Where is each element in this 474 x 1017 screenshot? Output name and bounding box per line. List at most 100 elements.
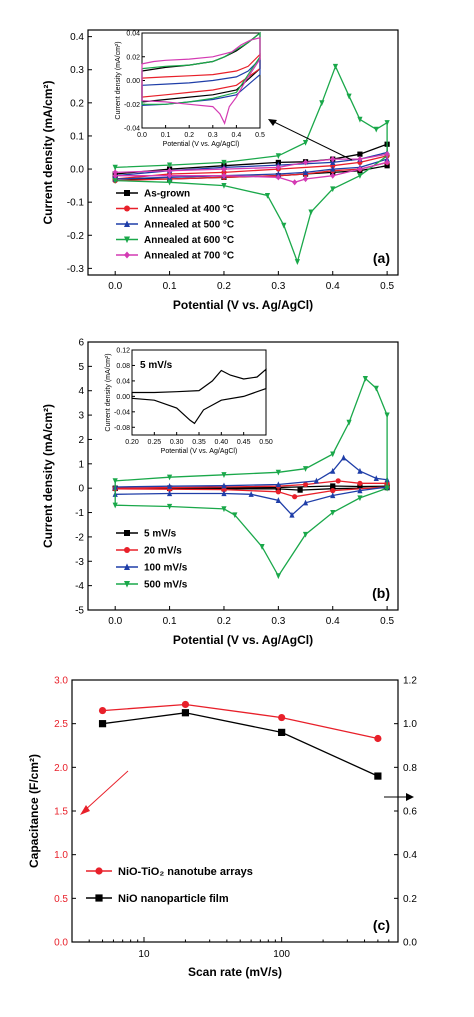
- cv-curve: [114, 143, 388, 180]
- data-point: [346, 419, 352, 426]
- data-point: [308, 209, 314, 216]
- legend-marker: [95, 894, 103, 902]
- data-point: [373, 475, 379, 482]
- data-point: [278, 713, 286, 722]
- y-right-tick-label: 1.0: [403, 719, 417, 730]
- data-point: [384, 412, 390, 419]
- legend-marker: [124, 205, 130, 212]
- data-point: [221, 472, 227, 478]
- y-axis-label: Capacitance (F/cm²): [27, 754, 41, 868]
- data-point: [332, 63, 339, 70]
- data-point: [112, 178, 118, 184]
- data-point: [275, 486, 281, 492]
- data-point: [373, 126, 379, 133]
- inset-y-label: Current density (mA/cm²): [115, 41, 122, 119]
- data-point: [302, 159, 309, 166]
- data-point: [221, 183, 227, 189]
- legend-marker: [124, 581, 130, 588]
- legend-entry: Annealed at 600 °C: [144, 235, 234, 246]
- panel-label: (b): [372, 585, 390, 601]
- plot-frame: [87, 341, 399, 611]
- data-point: [330, 509, 336, 516]
- data-point: [275, 164, 281, 171]
- inset-y-tick-label: -0.04: [124, 126, 140, 133]
- x-tick-label: 0.5: [380, 281, 394, 292]
- legend: NiO-TiO₂ nanotube arrays NiO nanoparticle…: [86, 866, 253, 905]
- inset-label: 5 mV/s: [140, 360, 173, 371]
- y-tick-label: 4: [78, 386, 84, 397]
- inset-x-tick-label: 0.30: [170, 439, 184, 446]
- x-tick-label: 0.1: [163, 616, 177, 627]
- data-point: [275, 174, 281, 181]
- inset-x-label: Potential (V vs. Ag/AgCl): [163, 141, 240, 148]
- y-tick-label: 0.3: [70, 65, 84, 76]
- inset-y-tick-label: 0.04: [126, 31, 140, 38]
- inset-curve: [141, 31, 261, 105]
- inset-x-tick-label: 0.45: [237, 439, 251, 446]
- data-point: [302, 169, 309, 175]
- data-point: [166, 474, 173, 481]
- data-point: [112, 169, 118, 176]
- chart-panel-1: 0.0 0.1 0.2 0.3 0.4 0.5-0.3-0.2-0.10.00.10.20…: [41, 29, 399, 312]
- y-right-tick-label: 0.8: [403, 763, 417, 774]
- data-point: [357, 467, 363, 474]
- data-point: [362, 375, 368, 382]
- plot-frame: [87, 29, 399, 276]
- inset-x-tick-label: 0.5: [255, 132, 265, 139]
- data-point: [357, 483, 363, 490]
- data-point: [275, 497, 281, 503]
- y-tick-label: 2: [78, 435, 84, 446]
- panel-label: (c): [373, 917, 390, 933]
- legend: 5 mV/s 20 mV/s 100 mV/s 500 mV/s: [116, 529, 188, 591]
- data-point: [330, 483, 336, 489]
- data-point: [278, 728, 286, 736]
- y-tick-label: 1: [78, 459, 84, 470]
- x-tick-label: 0.4: [326, 281, 340, 292]
- legend-entry: Annealed at 500 °C: [144, 220, 234, 231]
- y-tick-label: -2: [75, 532, 84, 543]
- inset-x-tick-label: 0.1: [161, 132, 171, 139]
- data-point: [384, 163, 390, 169]
- arrow-shaft: [83, 770, 129, 812]
- data-point: [319, 100, 325, 107]
- inset-plot: 0.20 0.25 0.30 0.35 0.40 0.45 0.50 -0.08 -0.04 0.…: [105, 348, 273, 456]
- arrow-head: [406, 793, 414, 801]
- data-point: [373, 385, 379, 392]
- x-tick-label: 100: [273, 949, 290, 960]
- inset-curve: [131, 367, 267, 425]
- data-point: [302, 481, 309, 488]
- y-right-tick-label: 0.2: [403, 894, 417, 905]
- data-point: [302, 531, 309, 538]
- arrow-head: [268, 119, 277, 126]
- inset-y-tick-label: 0.00: [116, 394, 130, 401]
- inset-y-label: Current density (mA/cm²): [105, 353, 112, 431]
- inset-y-tick-label: 0.02: [126, 54, 140, 61]
- data-point: [221, 165, 227, 173]
- data-point: [357, 165, 363, 173]
- data-point: [313, 477, 320, 484]
- data-point: [166, 490, 173, 497]
- data-point: [275, 481, 281, 488]
- data-point: [166, 172, 173, 179]
- inset-x-tick-label: 0.35: [192, 439, 206, 446]
- y-right-tick-label: 0.6: [403, 807, 417, 818]
- y-tick-label: 1.5: [54, 807, 68, 818]
- data-point: [112, 502, 118, 509]
- y-tick-label: 0.1: [70, 131, 84, 142]
- legend-marker: [124, 251, 130, 259]
- series-line: [102, 703, 379, 740]
- data-point: [275, 469, 281, 476]
- inset-y-tick-label: 0.00: [126, 78, 140, 85]
- inset-y-tick-label: 0.12: [116, 348, 130, 355]
- y-tick-label: -0.3: [67, 264, 85, 275]
- data-point: [330, 156, 336, 163]
- data-point: [112, 478, 118, 485]
- data-point: [166, 179, 173, 186]
- data-point: [221, 159, 227, 166]
- data-point: [374, 772, 382, 780]
- inset-y-tick-label: 0.08: [116, 363, 130, 370]
- x-tick-label: 0.0: [108, 281, 122, 292]
- data-point: [330, 492, 336, 499]
- data-point: [232, 512, 238, 519]
